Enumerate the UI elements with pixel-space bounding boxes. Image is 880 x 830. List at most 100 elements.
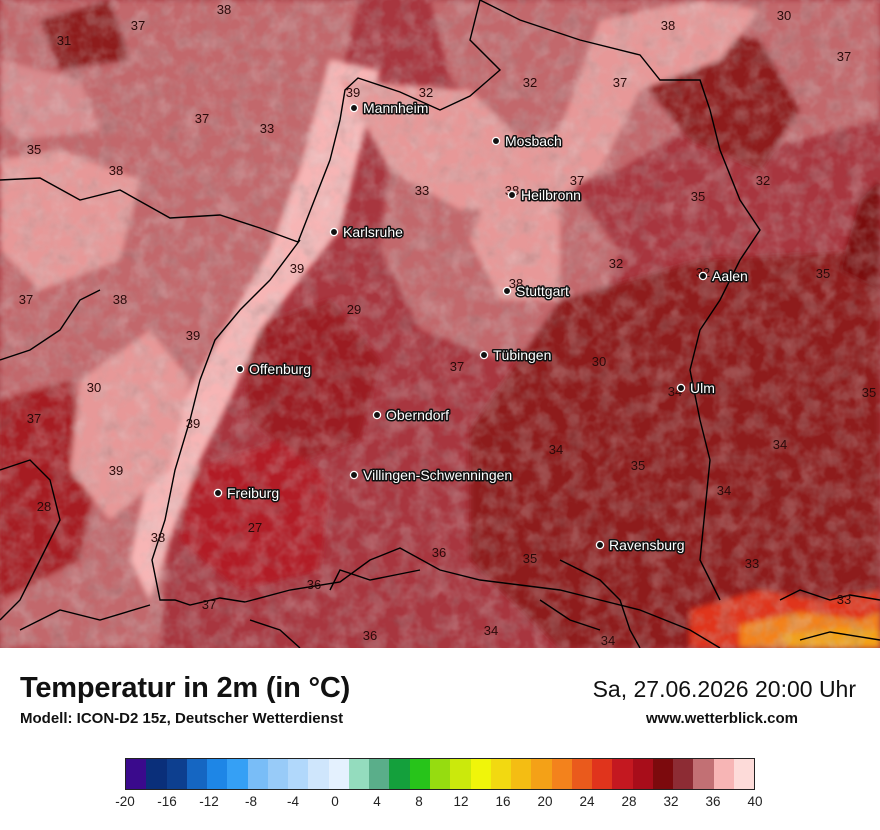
value-label: 39 bbox=[109, 463, 123, 478]
city-label: Mosbach bbox=[505, 133, 562, 149]
value-label: 27 bbox=[248, 520, 262, 535]
value-label: 36 bbox=[432, 545, 446, 560]
legend-swatch bbox=[450, 759, 471, 789]
legend-tick-label: -4 bbox=[286, 794, 300, 809]
legend-swatch bbox=[308, 759, 329, 789]
city-dot bbox=[213, 488, 223, 498]
city-label: Villingen-Schwenningen bbox=[363, 467, 512, 483]
legend-swatch bbox=[652, 759, 674, 789]
legend-tick-label: 40 bbox=[747, 794, 763, 809]
value-label: 34 bbox=[601, 633, 615, 648]
city-dot bbox=[698, 271, 708, 281]
legend-swatch bbox=[571, 759, 593, 789]
city-marker: Freiburg bbox=[213, 484, 281, 503]
city-label: Tübingen bbox=[493, 347, 551, 363]
legend-tick-label: 20 bbox=[537, 794, 553, 809]
city-dot bbox=[676, 383, 686, 393]
legend-tick-label: 0 bbox=[331, 794, 339, 809]
legend-tick-label: 16 bbox=[495, 794, 511, 809]
legend-swatch bbox=[592, 759, 613, 789]
forecast-datetime: Sa, 27.06.2026 20:00 Uhr bbox=[592, 676, 856, 702]
legend-tick-label: 4 bbox=[373, 794, 381, 809]
legend-swatch bbox=[632, 759, 653, 789]
city-dot bbox=[502, 286, 512, 296]
value-label: 37 bbox=[450, 359, 464, 374]
legend-swatch bbox=[409, 759, 430, 789]
city-marker: Mannheim bbox=[349, 99, 430, 118]
value-label: 29 bbox=[347, 302, 361, 317]
legend-swatch bbox=[126, 759, 147, 789]
legend-swatch bbox=[389, 759, 410, 789]
value-label: 35 bbox=[862, 385, 876, 400]
info-panel: Temperatur in 2m (in °C) Modell: ICON-D2… bbox=[0, 648, 880, 830]
legend-swatch bbox=[693, 759, 714, 789]
city-dot bbox=[349, 103, 359, 113]
city-dot bbox=[329, 227, 339, 237]
value-label: 30 bbox=[777, 8, 791, 23]
legend-swatch bbox=[207, 759, 228, 789]
legend-tick-label: 28 bbox=[621, 794, 637, 809]
city-label: Aalen bbox=[712, 268, 748, 284]
city-marker: Karlsruhe bbox=[329, 223, 405, 242]
legend-swatch bbox=[348, 759, 370, 789]
value-label: 35 bbox=[691, 189, 705, 204]
temperature-map: 38 37 31 38 30 37 39 32 32 37 37 33 35 38 33 38 37 35 32 39… bbox=[0, 0, 880, 648]
city-label: Offenburg bbox=[249, 361, 311, 377]
city-marker: Heilbronn bbox=[507, 186, 582, 205]
value-label: 38 bbox=[217, 2, 231, 17]
value-label: 38 bbox=[661, 18, 675, 33]
city-marker: Offenburg bbox=[235, 360, 313, 379]
legend-swatch bbox=[673, 759, 694, 789]
city-labels: Mannheim Mosbach Heilbronn Karlsruhe Aalen St… bbox=[213, 99, 749, 555]
border-lines bbox=[0, 0, 880, 648]
value-label: 37 bbox=[613, 75, 627, 90]
value-label: 34 bbox=[717, 483, 731, 498]
value-label: 38 bbox=[113, 292, 127, 307]
color-legend bbox=[125, 758, 755, 790]
legend-swatch bbox=[733, 759, 755, 789]
value-label: 32 bbox=[756, 173, 770, 188]
legend-swatch bbox=[531, 759, 552, 789]
value-label: 37 bbox=[131, 18, 145, 33]
website-link[interactable]: www.wetterblick.com bbox=[646, 710, 798, 727]
value-label: 39 bbox=[186, 416, 200, 431]
legend-tick-label: 32 bbox=[663, 794, 679, 809]
value-label: 37 bbox=[202, 597, 216, 612]
value-label: 36 bbox=[363, 628, 377, 643]
city-dot bbox=[349, 470, 359, 480]
legend-tick-label: -8 bbox=[244, 794, 258, 809]
legend-tick-label: -12 bbox=[199, 794, 219, 809]
city-marker: Aalen bbox=[698, 267, 749, 286]
value-label: 33 bbox=[415, 183, 429, 198]
legend-swatch bbox=[328, 759, 349, 789]
value-label: 37 bbox=[570, 173, 584, 188]
value-label: 37 bbox=[195, 111, 209, 126]
value-label: 32 bbox=[419, 85, 433, 100]
city-dot bbox=[479, 350, 489, 360]
city-marker: Mosbach bbox=[491, 132, 563, 151]
city-dot bbox=[235, 364, 245, 374]
value-label: 38 bbox=[509, 276, 523, 291]
value-label: 30 bbox=[592, 354, 606, 369]
model-source: Modell: ICON-D2 15z, Deutscher Wetterdie… bbox=[20, 710, 344, 727]
legend-tick-label: 24 bbox=[579, 794, 595, 809]
value-label: 35 bbox=[631, 458, 645, 473]
value-label: 33 bbox=[837, 592, 851, 607]
legend-swatch bbox=[470, 759, 491, 789]
value-label: 35 bbox=[523, 551, 537, 566]
legend-swatch bbox=[267, 759, 289, 789]
legend-tick-label: 8 bbox=[415, 794, 423, 809]
city-marker: Villingen-Schwenningen bbox=[349, 466, 514, 485]
legend-swatch bbox=[429, 759, 451, 789]
value-label: 32 bbox=[523, 75, 537, 90]
value-label: 33 bbox=[745, 556, 759, 571]
value-label: 38 bbox=[109, 163, 123, 178]
legend-swatch bbox=[511, 759, 532, 789]
city-marker: Ravensburg bbox=[595, 536, 686, 555]
city-label: Oberndorf bbox=[386, 407, 449, 423]
city-dot bbox=[491, 136, 501, 146]
legend-tick-label: -20 bbox=[115, 794, 135, 809]
map-title: Temperatur in 2m (in °C) bbox=[20, 672, 351, 704]
city-label: Stuttgart bbox=[516, 283, 569, 299]
value-label: 33 bbox=[260, 121, 274, 136]
